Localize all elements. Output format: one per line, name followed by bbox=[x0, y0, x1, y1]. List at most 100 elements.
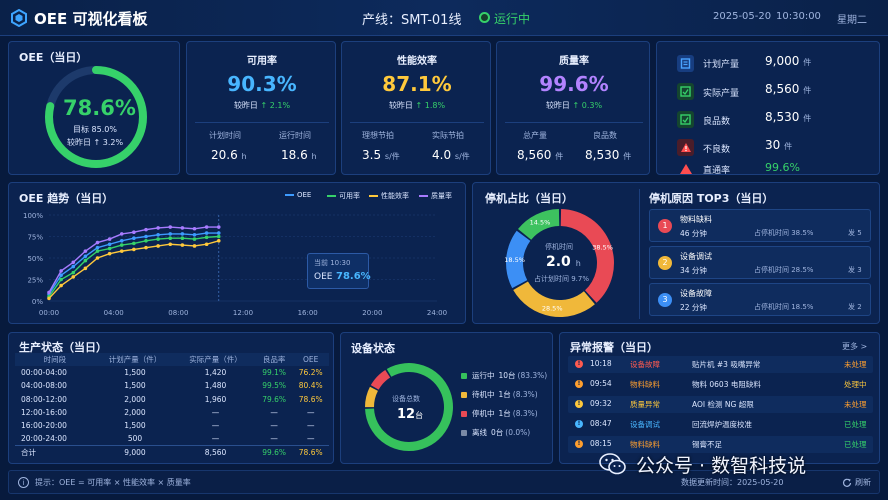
kpi-availability-sub1-value: 20.6 h bbox=[211, 148, 247, 162]
running-status-dot-icon bbox=[479, 12, 490, 23]
legend-swatch bbox=[369, 195, 378, 197]
oee-gauge-arc bbox=[45, 66, 147, 168]
footer-hint: 提示：OEE = 可用率 × 性能效率 × 质量率 bbox=[35, 478, 191, 487]
table-cell: — bbox=[211, 434, 220, 444]
refresh-button[interactable]: 刷新 bbox=[855, 478, 871, 487]
data-point bbox=[216, 234, 221, 239]
equipment-legend-item[interactable]: 停机中 1台 (8.3%) bbox=[461, 408, 538, 419]
rank-badge: 3 bbox=[658, 293, 672, 307]
kpi-quality-sub2-value: 8,530 件 bbox=[585, 148, 631, 162]
equipment-legend-item[interactable]: 离线 0台 (0.0%) bbox=[461, 427, 530, 438]
data-point bbox=[83, 249, 88, 253]
data-point bbox=[192, 237, 197, 241]
alarm-row[interactable]: ! 09:54 物料缺料 物料 0603 电阻缺料 处理中 bbox=[568, 376, 873, 393]
kpi-divider bbox=[195, 122, 329, 123]
kpi-value-number: 20.6 bbox=[211, 148, 238, 162]
alarm-row[interactable]: ! 09:32 质量异常 AOI 检测 NG 超限 未处理 bbox=[568, 396, 873, 413]
data-point bbox=[95, 240, 100, 245]
alarm-row[interactable]: ! 08:15 物料缺料 锡膏不足 已处理 bbox=[568, 436, 873, 453]
kpi-value-number: 8,530 bbox=[585, 148, 620, 162]
legend-swatch bbox=[461, 391, 467, 398]
data-point bbox=[156, 226, 160, 230]
defect-warning-icon bbox=[677, 139, 694, 156]
reason-duration: 22 分钟 bbox=[680, 303, 707, 312]
data-point bbox=[204, 235, 209, 240]
donut-slice bbox=[518, 209, 560, 240]
y-tick-label: 25% bbox=[27, 277, 43, 285]
alarm-time: 10:18 bbox=[590, 359, 612, 368]
table-row: 00:00-04:00 1,500 1,420 99.1% 76.2% bbox=[15, 366, 329, 379]
downtime-reason-card[interactable]: 1 物料缺料 46 分钟 占停机时间 38.5% 发 5 bbox=[649, 209, 871, 242]
summary-label: 不良数 bbox=[703, 145, 731, 155]
kpi-value-unit: 件 bbox=[555, 152, 564, 161]
downtime-reason-card[interactable]: 3 设备故障 22 分钟 占停机时间 18.5% 发 2 bbox=[649, 283, 871, 316]
downtime-reason-card[interactable]: 2 设备调试 34 分钟 占停机时间 28.5% 发 3 bbox=[649, 246, 871, 279]
reason-share: 占停机时间 18.5% bbox=[754, 303, 814, 311]
alarm-description: 回流焊炉温度校准 bbox=[692, 420, 752, 429]
kpi-availability-sub2-label: 运行时间 bbox=[279, 131, 311, 140]
alarm-row[interactable]: ! 08:47 设备调试 回流焊炉温度校准 已处理 bbox=[568, 416, 873, 433]
data-point bbox=[95, 245, 100, 250]
legend-item[interactable]: 性能效率 bbox=[369, 191, 409, 201]
donut-slice bbox=[560, 209, 614, 303]
equipment-status-title: 设备状态 bbox=[351, 342, 395, 355]
summary-unit: 件 bbox=[784, 142, 793, 151]
watermark: 公众号 · 数智科技说 bbox=[598, 447, 874, 481]
app-logo-icon bbox=[10, 9, 28, 27]
data-point bbox=[204, 225, 209, 229]
equipment-legend-item[interactable]: 运行中 10台 (83.3%) bbox=[461, 370, 547, 381]
data-point bbox=[168, 242, 173, 247]
kpi-quality-compare-row: 较昨日 ↑ 0.3% bbox=[497, 100, 651, 111]
legend-item[interactable]: 质量率 bbox=[419, 191, 452, 201]
alarms-more-link[interactable]: 更多 > bbox=[842, 342, 868, 351]
summary-unit: 件 bbox=[803, 86, 812, 95]
equipment-state-pct: (0.0%) bbox=[505, 428, 531, 437]
alarm-type: 设备调试 bbox=[630, 420, 660, 429]
table-cell: 2,000 bbox=[124, 394, 146, 404]
tooltip-time: 当前 10:30 bbox=[314, 259, 351, 267]
donut-slice bbox=[506, 230, 531, 289]
data-point bbox=[180, 243, 185, 247]
summary-number: 30 bbox=[765, 138, 781, 152]
alarm-type: 质量异常 bbox=[630, 400, 660, 409]
oee-trend-panel: OEE 趋势（当日） OEE 可用率 性能效率 质量率 0% 25% 50% 75% 100%… bbox=[8, 182, 466, 324]
legend-swatch bbox=[461, 410, 467, 417]
oee-target-label: 目标 85.0% bbox=[73, 125, 117, 134]
data-point bbox=[132, 230, 136, 234]
table-cell: 99.6% bbox=[262, 448, 287, 458]
equipment-legend-item[interactable]: 待机中 1台 (8.3%) bbox=[461, 389, 538, 400]
table-cell: 1,500 bbox=[124, 421, 146, 431]
legend-label: 可用率 bbox=[339, 192, 360, 200]
x-tick-label: 24:00 bbox=[427, 309, 447, 317]
equipment-state-pct: (83.3%) bbox=[517, 371, 548, 380]
table-cell: — bbox=[211, 408, 220, 418]
x-tick-label: 08:00 bbox=[168, 309, 188, 317]
data-point bbox=[107, 251, 112, 256]
kpi-availability-value: 90.3% bbox=[227, 72, 297, 96]
legend-swatch bbox=[461, 429, 467, 436]
alarm-description: 贴片机 #3 吸嘴异常 bbox=[692, 360, 761, 369]
legend-swatch bbox=[419, 195, 428, 197]
reason-name: 物料缺料 bbox=[680, 215, 712, 224]
kpi-performance-delta: ↑ 1.8% bbox=[415, 101, 446, 110]
data-point bbox=[47, 296, 51, 301]
production-summary-panel: 计划产量 9,000 件 实际产量 8,560 件 良品数 8,530 件 不良… bbox=[656, 41, 880, 176]
table-cell: — bbox=[270, 408, 278, 418]
table-row: 12:00-16:00 2,000 — — — bbox=[15, 406, 329, 419]
downtime-share-title: 停机占比（当日） bbox=[485, 192, 573, 205]
production-status-table: 时间段 计划产量（件） 实际产量（件） 良品率 OEE 00:00-04:00 1,500… bbox=[15, 353, 329, 459]
trend-legend: OEE 可用率 性能效率 质量率 bbox=[285, 191, 463, 203]
oee-trend-title: OEE 趋势（当日） bbox=[19, 192, 114, 205]
table-cell: 08:00-12:00 bbox=[21, 394, 67, 404]
table-cell: 79.6% bbox=[262, 394, 287, 404]
y-tick-label: 0% bbox=[32, 298, 43, 306]
data-point bbox=[144, 245, 148, 250]
alarm-row[interactable]: ! 10:18 设备故障 贴片机 #3 吸嘴异常 未处理 bbox=[568, 356, 873, 373]
legend-item[interactable]: 可用率 bbox=[327, 191, 360, 201]
legend-item[interactable]: OEE bbox=[285, 191, 311, 199]
equipment-center-value: 12台 bbox=[397, 407, 423, 422]
refresh-icon[interactable] bbox=[841, 477, 852, 488]
downtime-hours: 2.0 bbox=[546, 254, 571, 270]
pass-rate-icon bbox=[677, 163, 694, 174]
reason-duration: 34 分钟 bbox=[680, 266, 707, 275]
